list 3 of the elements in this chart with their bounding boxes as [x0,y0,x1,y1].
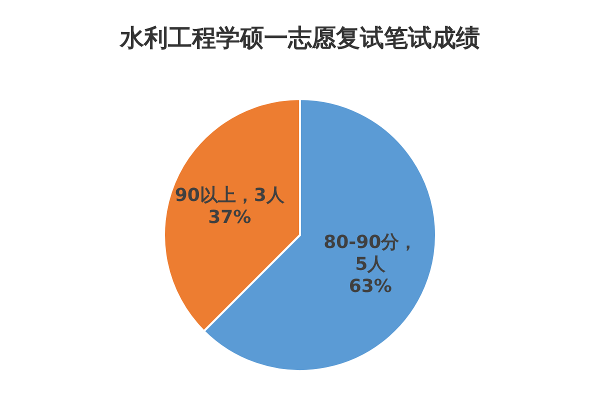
slice-label: 80-90分， 5人 63% [324,232,418,298]
chart-title: 水利工程学硕一志愿复试笔试成绩 [119,24,480,52]
slice-label: 90以上，3人 37% [174,184,286,228]
